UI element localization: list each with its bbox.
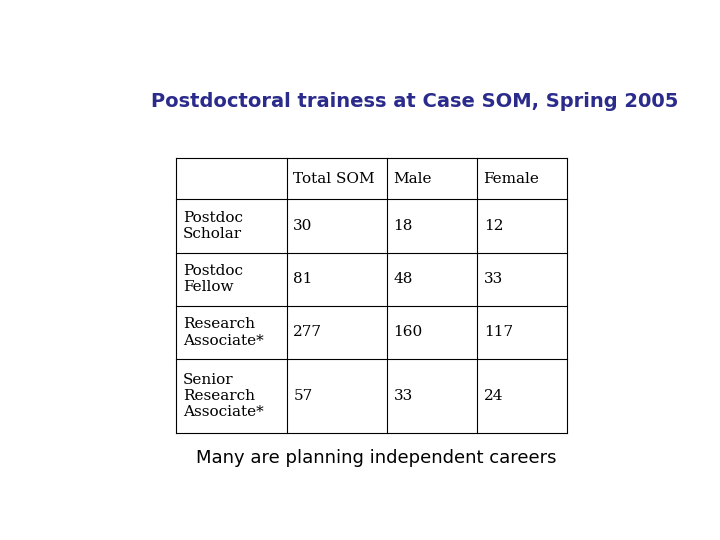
Text: 277: 277 (293, 326, 323, 340)
Text: 12: 12 (484, 219, 503, 233)
Text: 81: 81 (293, 272, 312, 286)
Text: Male: Male (394, 172, 432, 186)
Text: 24: 24 (484, 389, 503, 403)
Text: 30: 30 (293, 219, 312, 233)
Text: Postdoc
Scholar: Postdoc Scholar (183, 211, 243, 241)
Text: Postdoctoral trainess at Case SOM, Spring 2005: Postdoctoral trainess at Case SOM, Sprin… (151, 92, 679, 111)
Text: 18: 18 (394, 219, 413, 233)
Text: Many are planning independent careers: Many are planning independent careers (196, 449, 557, 468)
Text: 48: 48 (394, 272, 413, 286)
Text: Female: Female (484, 172, 539, 186)
Text: Senior
Research
Associate*: Senior Research Associate* (183, 373, 264, 419)
Text: Postdoc
Fellow: Postdoc Fellow (183, 264, 243, 294)
Text: 160: 160 (394, 326, 423, 340)
Text: 33: 33 (394, 389, 413, 403)
Text: 33: 33 (484, 272, 503, 286)
Text: 57: 57 (293, 389, 312, 403)
Text: Total SOM: Total SOM (293, 172, 375, 186)
Text: 117: 117 (484, 326, 513, 340)
Text: Research
Associate*: Research Associate* (183, 318, 264, 348)
